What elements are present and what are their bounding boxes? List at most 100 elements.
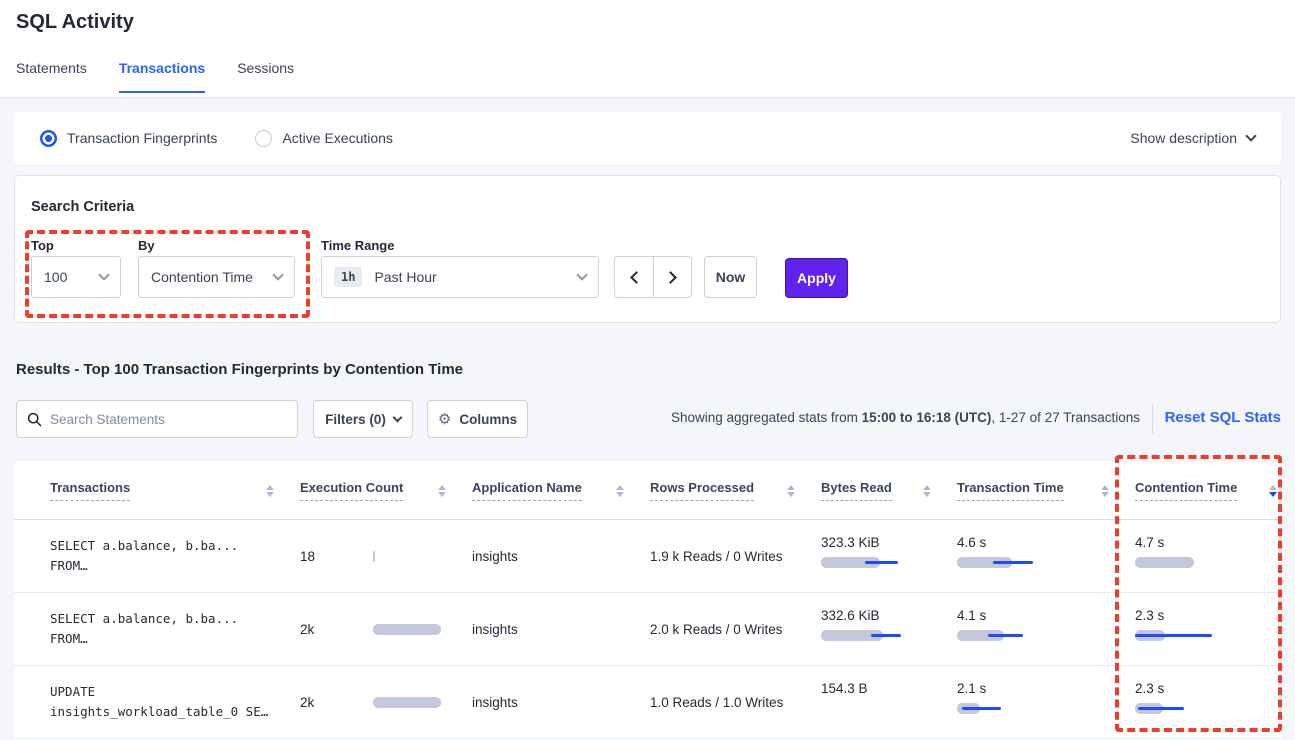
sort-icon[interactable] (915, 484, 931, 497)
page-title: SQL Activity (16, 11, 134, 33)
stats-time-range: 15:00 to 16:18 (UTC) (861, 410, 992, 425)
sort-icon[interactable] (1093, 484, 1109, 497)
stats-summary: Showing aggregated stats from 15:00 to 1… (671, 410, 1140, 425)
sql-line-2: FROM… (50, 631, 88, 646)
sort-icon[interactable] (430, 484, 446, 497)
radio-selected-icon (40, 129, 57, 147)
transaction-time-cell: 2.1 s (957, 666, 1135, 738)
column-header-application-name[interactable]: Application Name (472, 480, 650, 501)
application-name-cell: insights (472, 694, 518, 710)
by-label: By (138, 238, 155, 253)
show-description-toggle[interactable]: Show description (1130, 130, 1257, 146)
execution-count-cell: 2k (300, 666, 472, 738)
column-label: Rows Processed (650, 480, 755, 501)
application-name-cell: insights (472, 548, 518, 564)
column-header-contention-time[interactable]: Contention Time (1135, 480, 1281, 501)
bar-chart (1135, 703, 1281, 714)
column-header-bytes-read[interactable]: Bytes Read (821, 480, 957, 501)
results-heading: Results - Top 100 Transaction Fingerprin… (16, 361, 464, 378)
chevron-left-icon (629, 270, 643, 284)
sort-icon[interactable] (258, 484, 274, 497)
chevron-down-icon (576, 269, 588, 281)
top-select-value: 100 (44, 269, 68, 285)
stddev-line (871, 634, 901, 637)
table-row: UPDATE insights_workload_table_0 SE… 2k … (14, 666, 1281, 739)
sort-icon[interactable] (608, 484, 624, 497)
column-header-transactions[interactable]: Transactions (50, 480, 300, 501)
radio-unselected-icon (255, 129, 273, 147)
apply-button[interactable]: Apply (785, 258, 848, 298)
previous-time-button[interactable] (615, 257, 653, 297)
time-range-badge: 1h (334, 267, 363, 287)
tab-transactions[interactable]: Transactions (118, 60, 206, 93)
table-header-row: Transactions Execution Count Application… (14, 462, 1281, 520)
bar-chart (821, 557, 957, 568)
columns-button[interactable]: ⚙ Columns (427, 400, 528, 438)
table-row: SELECT a.balance, b.ba... FROM… 18 insig… (14, 520, 1281, 593)
sql-line-1: SELECT a.balance, b.ba... (50, 538, 239, 553)
tab-sessions[interactable]: Sessions (237, 60, 295, 76)
transaction-fingerprint-link[interactable]: SELECT a.balance, b.ba... FROM… (50, 536, 300, 576)
stddev-line (962, 707, 1001, 710)
bar-chart (821, 703, 957, 714)
execution-count-cell: 18 (300, 520, 472, 592)
search-criteria-card: Search Criteria Top 100 By Contention Ti… (14, 175, 1281, 323)
column-label: Transactions (50, 480, 131, 501)
sort-icon[interactable] (779, 484, 795, 497)
by-select[interactable]: Contention Time (138, 256, 295, 298)
filters-label: Filters (0) (325, 411, 386, 427)
column-header-transaction-time[interactable]: Transaction Time (957, 480, 1135, 501)
mean-bar (821, 557, 880, 568)
bar-chart (957, 630, 1135, 641)
execution-count-bar (373, 697, 441, 708)
execution-count-value: 2k (300, 694, 315, 710)
search-statements-box[interactable] (16, 400, 298, 438)
column-header-rows-processed[interactable]: Rows Processed (650, 480, 821, 501)
radio-active-executions[interactable]: Active Executions (255, 129, 393, 147)
rows-processed-cell: 1.0 Reads / 1.0 Writes (650, 694, 784, 710)
search-input[interactable] (50, 411, 287, 427)
bytes-read-value: 332.6 KiB (821, 608, 880, 623)
reset-sql-stats-link[interactable]: Reset SQL Stats (1164, 409, 1281, 426)
execution-count-cell: 2k (300, 593, 472, 665)
bar-chart (1135, 557, 1281, 568)
now-button[interactable]: Now (704, 256, 757, 298)
sort-icon-active-desc[interactable] (1261, 484, 1277, 497)
transaction-time-cell: 4.6 s (957, 520, 1135, 592)
column-label: Application Name (472, 480, 582, 501)
gear-icon: ⚙ (437, 410, 452, 428)
next-time-button[interactable] (653, 257, 691, 297)
contention-time-value: 2.3 s (1135, 608, 1165, 623)
column-header-execution-count[interactable]: Execution Count (300, 480, 472, 501)
radio-transaction-fingerprints[interactable]: Transaction Fingerprints (40, 129, 217, 147)
filters-button[interactable]: Filters (0) (313, 400, 413, 438)
columns-label: Columns (459, 411, 518, 427)
mean-bar (957, 557, 1012, 568)
transaction-fingerprint-link[interactable]: UPDATE insights_workload_table_0 SE… (50, 682, 300, 722)
bytes-read-cell: 323.3 KiB (821, 520, 957, 592)
by-select-value: Contention Time (151, 269, 253, 285)
top-label: Top (31, 238, 54, 253)
transaction-time-cell: 4.1 s (957, 593, 1135, 665)
view-mode-bar: Transaction Fingerprints Active Executio… (14, 112, 1281, 164)
tab-bar: Statements Transactions Sessions (16, 60, 294, 93)
stddev-line (1135, 634, 1212, 637)
bar-chart (1135, 630, 1281, 641)
transaction-time-value: 2.1 s (957, 681, 987, 696)
results-toolbar: Filters (0) ⚙ Columns Showing aggregated… (0, 400, 1295, 438)
search-criteria-heading: Search Criteria (31, 199, 135, 215)
time-range-select[interactable]: 1h Past Hour (321, 256, 599, 298)
top-select[interactable]: 100 (31, 256, 121, 298)
column-label: Contention Time (1135, 480, 1238, 501)
application-name-cell: insights (472, 621, 518, 637)
tab-statements[interactable]: Statements (16, 60, 87, 76)
divider (1152, 404, 1153, 434)
transaction-fingerprint-link[interactable]: SELECT a.balance, b.ba... FROM… (50, 609, 300, 649)
time-range-value: Past Hour (374, 269, 437, 285)
sql-line-2: FROM… (50, 558, 88, 573)
sql-line-2: insights_workload_table_0 SE… (50, 704, 269, 719)
sql-line-1: SELECT a.balance, b.ba... (50, 611, 239, 626)
stddev-line (865, 561, 898, 564)
contention-time-cell: 2.3 s (1135, 666, 1281, 738)
contention-time-cell: 2.3 s (1135, 593, 1281, 665)
